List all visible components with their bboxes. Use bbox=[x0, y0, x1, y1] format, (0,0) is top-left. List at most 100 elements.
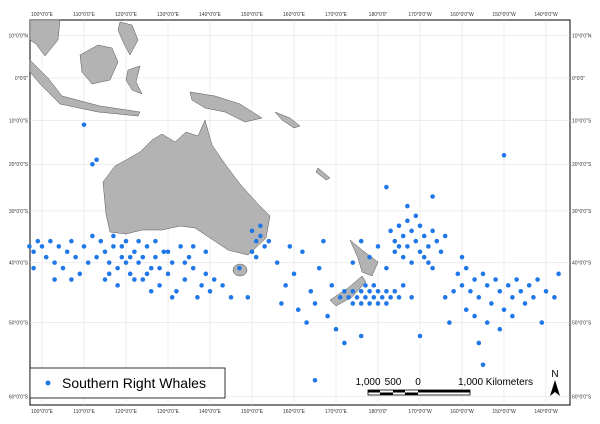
whale-sighting bbox=[81, 244, 87, 249]
whale-sighting bbox=[102, 249, 108, 255]
whale-sighting bbox=[325, 313, 330, 319]
scale-label: 500 bbox=[385, 377, 402, 388]
whale-sighting bbox=[144, 271, 150, 277]
whale-sighting bbox=[211, 277, 217, 282]
whale-sighting bbox=[43, 254, 49, 260]
whale-sighting bbox=[39, 244, 45, 249]
north-arrow: N bbox=[550, 369, 560, 396]
whale-sighting bbox=[358, 238, 364, 244]
legend-box bbox=[29, 367, 226, 399]
whale-sighting bbox=[358, 288, 364, 294]
whale-sighting bbox=[329, 283, 335, 288]
whale-sighting bbox=[304, 320, 309, 325]
scale-segment bbox=[380, 392, 393, 395]
lon-label: 160°0'0"E bbox=[283, 409, 306, 415]
whale-sighting bbox=[253, 238, 259, 244]
lat-label: 20°0'0"S bbox=[572, 162, 592, 168]
whale-sighting bbox=[203, 271, 209, 277]
whale-sighting bbox=[127, 254, 133, 260]
scale-bar: 1,000 500 0 1,000 Kilometers bbox=[355, 377, 533, 396]
whale-sighting bbox=[157, 283, 162, 288]
whale-sighting bbox=[371, 283, 377, 288]
whale-sighting bbox=[123, 238, 129, 244]
whale-sighting bbox=[409, 260, 414, 265]
whale-sighting bbox=[413, 238, 419, 244]
lon-label: 150°0'0"W bbox=[492, 12, 516, 18]
whale-sighting bbox=[94, 254, 99, 260]
whale-sighting bbox=[384, 184, 389, 190]
lon-label: 110°0'0"E bbox=[73, 12, 95, 18]
borneo bbox=[79, 44, 119, 85]
whale-sighting bbox=[31, 249, 36, 255]
whale-sighting bbox=[321, 238, 326, 244]
whale-sighting bbox=[69, 238, 74, 244]
whale-sighting bbox=[186, 254, 192, 260]
lat-label: 30°0'0"S bbox=[9, 209, 29, 215]
whale-sighting bbox=[127, 271, 133, 277]
legend-label: Southern Right Whales bbox=[62, 375, 206, 391]
scale-segment bbox=[393, 390, 405, 393]
new-caledonia bbox=[315, 167, 331, 181]
whale-sighting bbox=[144, 244, 150, 249]
whale-sighting bbox=[106, 260, 112, 265]
scale-label: 1,000 bbox=[355, 377, 380, 388]
whale-sighting bbox=[148, 288, 154, 294]
whale-sighting bbox=[392, 288, 398, 294]
whale-sighting bbox=[405, 203, 410, 209]
north-label: N bbox=[551, 369, 558, 380]
whale-sighting bbox=[245, 295, 251, 300]
lon-label: 150°0'0"W bbox=[492, 409, 516, 415]
whale-sighting bbox=[522, 301, 528, 306]
scale-label: 1,000 Kilometers bbox=[458, 377, 533, 388]
whale-sighting bbox=[165, 249, 171, 255]
whale-sighting bbox=[363, 295, 368, 300]
whale-sighting bbox=[52, 277, 57, 282]
whale-sighting bbox=[182, 277, 188, 282]
australia bbox=[102, 119, 271, 256]
whale-sighting bbox=[123, 260, 129, 265]
whale-sighting bbox=[438, 249, 444, 255]
whale-sighting bbox=[476, 295, 482, 300]
philippines bbox=[117, 21, 139, 56]
whale-sighting bbox=[258, 223, 263, 229]
whale-sighting bbox=[350, 260, 356, 265]
whale-sighting bbox=[459, 254, 465, 260]
whale-sighting bbox=[463, 265, 469, 271]
whale-sighting bbox=[421, 254, 427, 260]
scale-label: 0 bbox=[415, 377, 421, 388]
lat-label: 0°0'0" bbox=[572, 76, 585, 82]
lon-label: 120°0'0"E bbox=[115, 12, 138, 18]
whale-sighting bbox=[253, 254, 259, 260]
whale-sighting bbox=[552, 295, 557, 300]
whale-sighting bbox=[195, 295, 200, 300]
whale-sighting bbox=[531, 295, 536, 300]
lat-label: 60°0'0"S bbox=[9, 395, 29, 401]
whale-sighting bbox=[539, 320, 545, 325]
whale-sighting bbox=[426, 244, 431, 249]
lon-label: 170°0'0"W bbox=[408, 12, 432, 18]
lat-label: 10°0'0"N bbox=[572, 34, 592, 40]
whale-sighting bbox=[358, 301, 364, 306]
whale-sighting bbox=[169, 260, 175, 265]
whale-sighting bbox=[367, 301, 372, 306]
whale-sighting bbox=[417, 333, 423, 339]
whale-sighting bbox=[417, 249, 423, 255]
whale-sighting bbox=[451, 288, 456, 294]
whale-sighting bbox=[287, 244, 293, 249]
lon-label: 170°0'0"E bbox=[325, 12, 348, 18]
lat-label: 50°0'0"S bbox=[572, 321, 592, 327]
whale-sighting bbox=[35, 238, 41, 244]
whale-sighting bbox=[102, 277, 108, 282]
whale-sighting bbox=[140, 254, 146, 260]
whale-sighting bbox=[518, 288, 524, 294]
whale-sighting bbox=[375, 301, 381, 306]
whale-sighting bbox=[535, 277, 540, 282]
whale-sighting bbox=[484, 283, 490, 288]
whale-sighting bbox=[421, 233, 427, 239]
whale-sighting bbox=[367, 254, 372, 260]
lat-label: 30°0'0"S bbox=[572, 209, 592, 215]
whale-sighting bbox=[354, 295, 360, 300]
whale-sighting bbox=[468, 288, 473, 294]
whale-sighting bbox=[476, 340, 482, 346]
whale-sighting bbox=[417, 223, 423, 229]
